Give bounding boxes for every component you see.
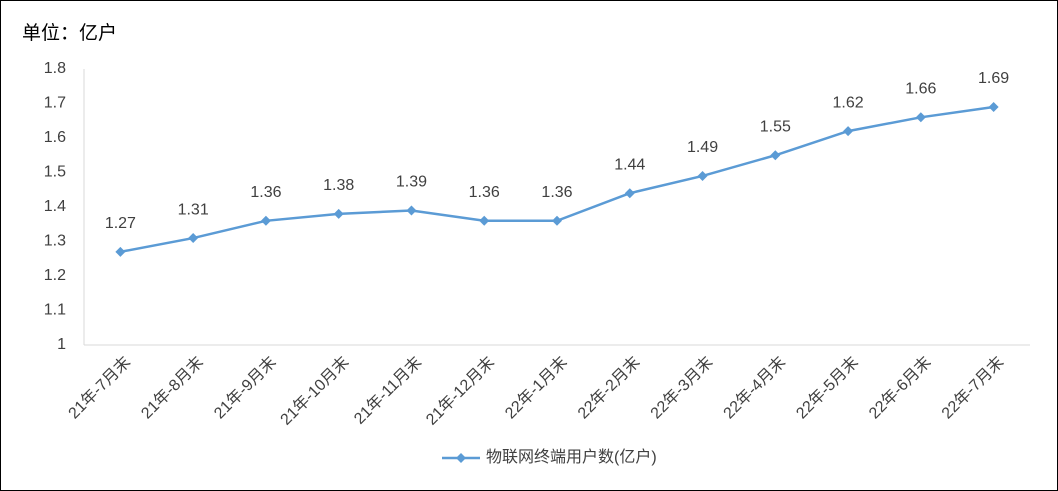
data-point [552,215,562,226]
data-label: 1.38 [323,177,354,194]
data-label: 1.44 [614,156,645,173]
data-point [406,205,417,216]
data-label: 1.31 [178,201,209,218]
data-label: 1.55 [760,118,791,135]
legend-marker [456,453,466,463]
data-label: 1.69 [978,70,1009,87]
data-point [770,150,781,161]
data-point [915,112,926,123]
data-point [697,170,708,181]
data-label: 1.62 [833,94,864,111]
y-tick-label: 1.4 [44,198,66,215]
y-tick-label: 1.7 [44,95,66,112]
data-point [115,246,126,257]
y-tick-label: 1.3 [44,233,66,250]
data-label: 1.39 [396,174,427,191]
data-label: 1.36 [469,184,500,201]
y-tick-label: 1.1 [44,302,66,319]
y-tick-label: 1.5 [44,164,66,181]
data-point [333,208,344,219]
data-label: 1.36 [250,184,281,201]
y-tick-label: 1 [57,336,66,353]
data-label: 1.66 [905,81,936,98]
y-tick-label: 1.6 [44,129,66,146]
data-label: 1.36 [541,184,572,201]
y-tick-label: 1.8 [44,60,66,77]
y-tick-label: 1.2 [44,267,66,284]
data-point [479,215,490,226]
legend-label: 物联网终端用户数(亿户) [486,448,657,466]
data-label: 1.27 [105,215,136,232]
unit-label: 单位：亿户 [22,22,117,44]
data-point [624,188,635,199]
data-point [843,126,854,137]
data-point [260,215,271,226]
data-label: 1.49 [687,139,718,156]
data-point [188,233,199,244]
data-point [988,101,999,112]
